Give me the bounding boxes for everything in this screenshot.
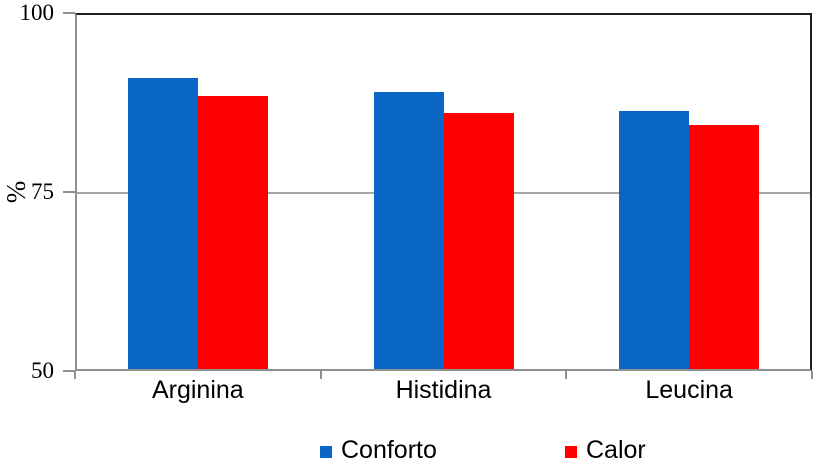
y-axis-tick-label: 100 [19, 0, 55, 25]
plot-area [75, 13, 812, 371]
y-axis-tick [63, 191, 75, 193]
bar-calor-arginina [197, 96, 268, 369]
y-axis-tick [63, 370, 75, 372]
x-category-label-arginina: Arginina [151, 376, 244, 404]
bar-conforto-histidina [373, 91, 444, 369]
y-axis-tick-label: 50 [31, 358, 54, 383]
x-axis-tick [565, 371, 568, 379]
x-category-label-histidina: Histidina [395, 376, 492, 404]
bar-calor-leucina [689, 124, 760, 369]
y-axis-tick-label: 75 [31, 179, 54, 204]
legend-item-calor: Calor [565, 436, 646, 461]
x-axis-tick [811, 371, 813, 379]
x-category-label-leucina: Leucina [645, 376, 733, 404]
bar-conforto-arginina [127, 78, 198, 369]
legend-swatch [565, 445, 577, 458]
y-axis-tick [63, 12, 75, 14]
legend-item-conforto: Conforto [320, 436, 437, 461]
legend-label-conforto: Conforto [341, 436, 437, 461]
x-axis-tick [319, 371, 322, 379]
legend-label-calor: Calor [586, 436, 646, 461]
legend-swatch [320, 445, 332, 458]
x-axis-tick [74, 371, 76, 379]
bar-calor-histidina [443, 112, 514, 369]
bar-conforto-leucina [619, 111, 690, 369]
